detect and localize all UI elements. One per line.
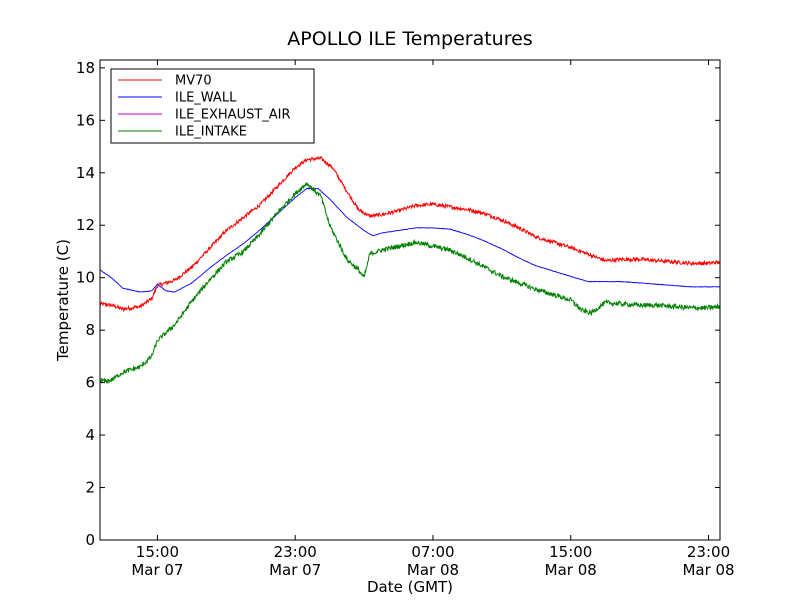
chart-title: APOLLO ILE Temperatures (287, 28, 532, 50)
y-tick-label: 8 (85, 321, 95, 339)
legend-label-mv70: MV70 (175, 74, 212, 89)
series-line-ile-intake (99, 182, 721, 385)
plot-frame (99, 59, 721, 541)
y-tick-label: 18 (76, 59, 95, 77)
x-tick-label-time: 15:00 (549, 543, 592, 561)
y-tick-label: 14 (76, 164, 95, 182)
x-tick-label-date: Mar 07 (131, 561, 183, 579)
y-tick-label: 10 (76, 269, 95, 287)
x-tick-label-date: Mar 08 (545, 561, 597, 579)
y-tick-label: 6 (85, 374, 95, 392)
x-tick-label-time: 23:00 (274, 543, 317, 561)
series-line-ile-wall (99, 187, 721, 293)
legend: MV70 ILE_WALL ILE_EXHAUST_AIR ILE_INTAKE (110, 68, 315, 144)
x-tick-label-time: 07:00 (411, 543, 454, 561)
x-axis-label: Date (GMT) (367, 578, 453, 596)
y-tick-label: 4 (85, 426, 95, 444)
x-tick-label-time: 15:00 (136, 543, 179, 561)
x-tick-label-date: Mar 08 (407, 561, 459, 579)
legend-label-ile-intake: ILE_INTAKE (175, 125, 247, 140)
x-tick-label-date: Mar 07 (269, 561, 321, 579)
y-axis-label: Temperature (C) (54, 239, 72, 362)
x-tick-label-time: 23:00 (687, 543, 730, 561)
y-tick-label: 2 (85, 479, 95, 497)
y-tick-label: 16 (76, 111, 95, 129)
legend-label-ile-wall: ILE_WALL (175, 91, 237, 106)
plot-series-group (99, 155, 721, 385)
y-tick-label: 0 (85, 531, 95, 549)
y-tick-label: 12 (76, 216, 95, 234)
x-tick-label-date: Mar 08 (682, 561, 734, 579)
legend-label-ile-exhaust-air: ILE_EXHAUST_AIR (175, 108, 291, 123)
series-line-mv70 (99, 155, 721, 313)
